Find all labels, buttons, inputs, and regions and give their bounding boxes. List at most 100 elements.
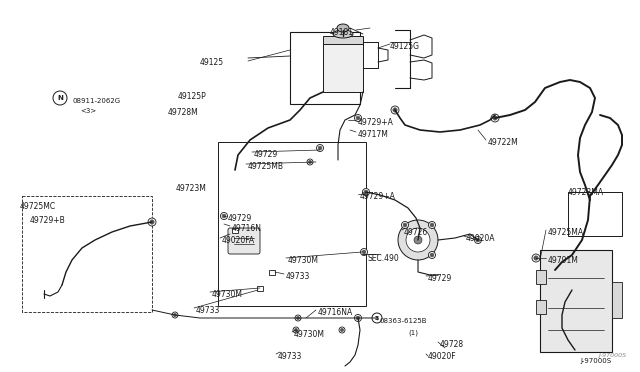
Text: 49125G: 49125G [390, 42, 420, 51]
Text: 08911-2062G: 08911-2062G [72, 98, 120, 104]
Text: 49125: 49125 [200, 58, 224, 67]
Text: 49728: 49728 [440, 340, 464, 349]
Text: 49725MB: 49725MB [248, 162, 284, 171]
Text: 49729+B: 49729+B [30, 216, 66, 225]
Text: (1): (1) [408, 330, 418, 337]
Circle shape [429, 251, 435, 259]
Text: 49020FA: 49020FA [222, 236, 255, 245]
Bar [218, 142, 366, 306]
Circle shape [317, 144, 323, 151]
Text: 49723MA: 49723MA [568, 188, 604, 197]
Circle shape [398, 220, 438, 260]
Text: 08363-6125B: 08363-6125B [380, 318, 428, 324]
Circle shape [532, 254, 540, 262]
Text: 49728M: 49728M [168, 108, 199, 117]
Text: 49729: 49729 [228, 214, 252, 223]
Circle shape [493, 116, 497, 120]
Circle shape [172, 312, 178, 318]
Circle shape [372, 313, 382, 323]
Text: 49716N: 49716N [232, 224, 262, 233]
Circle shape [355, 314, 362, 321]
Ellipse shape [337, 24, 349, 32]
Circle shape [339, 327, 345, 333]
Text: 49729: 49729 [254, 150, 278, 159]
Bar [536, 300, 546, 314]
Text: J-97000S: J-97000S [580, 358, 611, 364]
Circle shape [414, 236, 422, 244]
Text: SEC.490: SEC.490 [368, 254, 400, 263]
Circle shape [222, 214, 226, 218]
Circle shape [296, 316, 300, 320]
Text: 49791M: 49791M [548, 256, 579, 265]
Bar [22, 196, 152, 312]
Circle shape [362, 250, 366, 254]
Circle shape [318, 146, 322, 150]
Circle shape [403, 223, 407, 227]
Circle shape [294, 328, 298, 332]
Text: 49730M: 49730M [212, 290, 243, 299]
Bar [536, 270, 546, 284]
Circle shape [150, 220, 154, 224]
Circle shape [360, 248, 367, 256]
Circle shape [293, 327, 299, 333]
Bar [257, 285, 263, 291]
Bar [323, 36, 363, 44]
Bar [568, 192, 622, 236]
Bar [612, 282, 622, 318]
Text: 49730M: 49730M [294, 330, 325, 339]
Text: 49729+A: 49729+A [360, 192, 396, 201]
Circle shape [430, 223, 434, 227]
Circle shape [355, 115, 362, 122]
Circle shape [221, 212, 227, 219]
Text: 49733: 49733 [286, 272, 310, 281]
Text: 49730M: 49730M [288, 256, 319, 265]
Circle shape [173, 313, 177, 317]
Circle shape [430, 253, 434, 257]
Circle shape [308, 160, 312, 164]
Text: 49733: 49733 [196, 306, 220, 315]
Circle shape [307, 159, 313, 165]
Text: 49020F: 49020F [428, 352, 456, 361]
Bar [540, 250, 612, 352]
Text: 49729: 49729 [428, 274, 452, 283]
Circle shape [474, 237, 481, 244]
Text: 49716NA: 49716NA [318, 308, 353, 317]
Text: 49181: 49181 [330, 28, 354, 37]
Circle shape [401, 221, 408, 228]
Circle shape [429, 221, 435, 228]
Text: 49729+A: 49729+A [358, 118, 394, 127]
Text: B: B [375, 315, 379, 321]
Bar [232, 228, 238, 232]
Circle shape [356, 116, 360, 120]
Ellipse shape [333, 30, 353, 38]
Circle shape [364, 190, 368, 194]
Bar [269, 269, 275, 275]
Text: 49020A: 49020A [466, 234, 495, 243]
Circle shape [356, 316, 360, 320]
Text: 49733: 49733 [278, 352, 302, 361]
Text: 49725MC: 49725MC [20, 202, 56, 211]
Text: 49722M: 49722M [488, 138, 519, 147]
Circle shape [362, 189, 369, 196]
Text: 49726: 49726 [404, 228, 428, 237]
Text: <3>: <3> [80, 108, 96, 114]
Text: 49717M: 49717M [358, 130, 389, 139]
Circle shape [406, 228, 430, 252]
Circle shape [393, 108, 397, 112]
Circle shape [340, 328, 344, 332]
Text: N: N [57, 95, 63, 101]
Circle shape [53, 91, 67, 105]
Bar [290, 32, 360, 104]
Text: 49723M: 49723M [176, 184, 207, 193]
Circle shape [295, 315, 301, 321]
Circle shape [476, 238, 480, 242]
Bar [323, 40, 363, 92]
Text: 49725MA: 49725MA [548, 228, 584, 237]
Circle shape [148, 218, 156, 226]
Circle shape [491, 114, 499, 122]
Circle shape [534, 256, 538, 260]
Circle shape [391, 106, 399, 114]
FancyBboxPatch shape [228, 228, 260, 254]
Text: J-97000S: J-97000S [598, 353, 626, 358]
Text: 49125P: 49125P [178, 92, 207, 101]
